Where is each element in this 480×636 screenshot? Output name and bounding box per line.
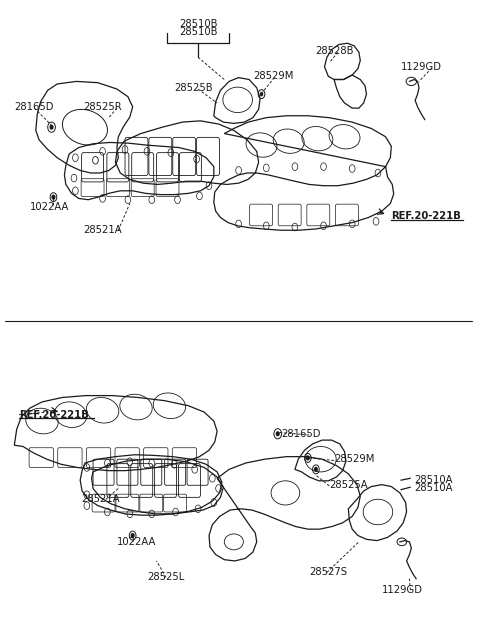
Text: 28521A: 28521A xyxy=(84,225,122,235)
Text: 28525R: 28525R xyxy=(84,102,122,112)
Circle shape xyxy=(131,534,134,537)
Circle shape xyxy=(260,92,263,96)
Text: 28529M: 28529M xyxy=(253,71,293,81)
Text: REF.20-221B: REF.20-221B xyxy=(391,211,461,221)
Text: 1022AA: 1022AA xyxy=(117,537,156,547)
Text: 28525L: 28525L xyxy=(147,572,184,583)
Text: 28165D: 28165D xyxy=(14,102,54,112)
Text: 28165D: 28165D xyxy=(282,429,321,439)
Text: 28510B: 28510B xyxy=(179,27,217,37)
Text: 28528B: 28528B xyxy=(315,46,353,56)
Text: 28527S: 28527S xyxy=(309,567,347,577)
Circle shape xyxy=(52,195,55,199)
Text: 1129GD: 1129GD xyxy=(401,62,442,72)
Circle shape xyxy=(314,467,317,471)
Circle shape xyxy=(50,125,53,129)
Text: 28521A: 28521A xyxy=(81,494,120,504)
Circle shape xyxy=(306,456,309,460)
Text: 28525A: 28525A xyxy=(329,480,368,490)
Text: 28510A: 28510A xyxy=(414,483,453,494)
Text: 1129GD: 1129GD xyxy=(382,585,423,595)
Text: 28525B: 28525B xyxy=(174,83,213,93)
Text: REF.20-221B: REF.20-221B xyxy=(19,410,89,420)
Text: 28510A: 28510A xyxy=(414,475,453,485)
Text: 28510B: 28510B xyxy=(179,19,217,29)
Text: 28529M: 28529M xyxy=(334,454,374,464)
Circle shape xyxy=(276,432,279,436)
Text: 1022AA: 1022AA xyxy=(30,202,69,212)
